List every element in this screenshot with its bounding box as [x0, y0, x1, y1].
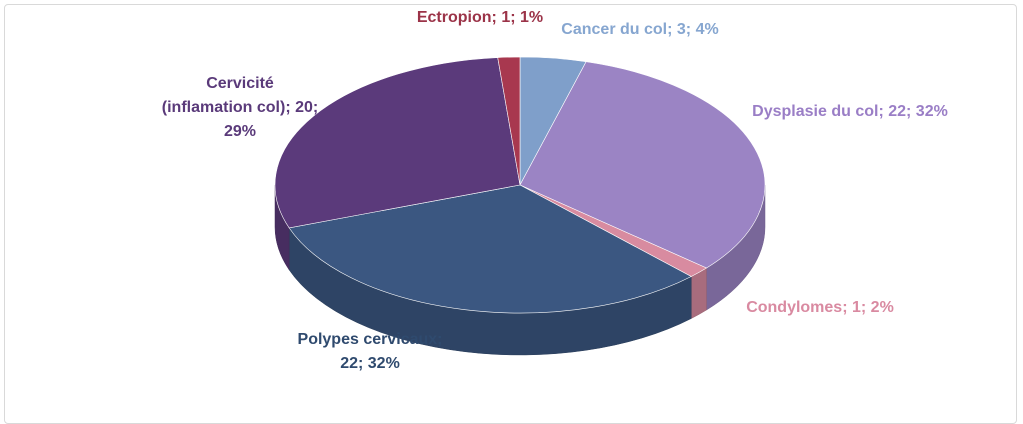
label-separator: ;: [685, 21, 696, 38]
label-separator: ;: [491, 9, 502, 26]
data-label: Cervicité (inflamation col); 20; 29%: [160, 72, 320, 144]
label-percent: 32%: [367, 355, 400, 372]
slice: [288, 184, 692, 314]
label-percent: 1%: [520, 9, 544, 26]
label-value: 22: [888, 103, 907, 120]
label-category: Cancer du col: [561, 21, 668, 38]
label-separator: ;: [906, 103, 916, 120]
label-separator: ;: [667, 21, 677, 38]
slice: [274, 57, 521, 229]
label-category: Polypes cervicaux: [297, 331, 438, 348]
label-value: 1: [851, 299, 861, 316]
label-separator: ;: [842, 299, 852, 316]
label-category: Condylomes: [746, 299, 843, 316]
data-label: Cancer du col; 3; 4%: [540, 18, 740, 42]
label-value: 3: [676, 21, 686, 38]
label-separator: ;: [510, 9, 520, 26]
label-separator: ;: [860, 299, 871, 316]
label-category: Dysplasie du col: [752, 103, 879, 120]
label-category: Ectropion: [416, 9, 492, 26]
data-label: Dysplasie du col; 22; 32%: [740, 100, 960, 124]
label-separator: ;: [437, 331, 443, 348]
label-value: 1: [501, 9, 511, 26]
label-percent: 2%: [870, 299, 894, 316]
label-value: 22: [340, 355, 358, 372]
label-value: 20: [295, 99, 313, 116]
slice: [497, 56, 521, 186]
slice-sides: [274, 184, 766, 356]
data-label: Polypes cervicaux; 22; 32%: [285, 328, 455, 376]
label-separator: ;: [285, 99, 296, 116]
label-separator: ;: [312, 99, 319, 116]
label-percent: 32%: [915, 103, 948, 120]
label-percent: 29%: [223, 123, 257, 140]
data-label: Ectropion; 1; 1%: [380, 6, 580, 30]
data-label: Condylomes; 1; 2%: [720, 296, 920, 320]
label-category: Cervicité (inflamation col): [161, 75, 286, 116]
label-percent: 4%: [695, 21, 719, 38]
label-separator: ;: [357, 355, 368, 372]
label-separator: ;: [878, 103, 889, 120]
slice: [519, 61, 766, 269]
